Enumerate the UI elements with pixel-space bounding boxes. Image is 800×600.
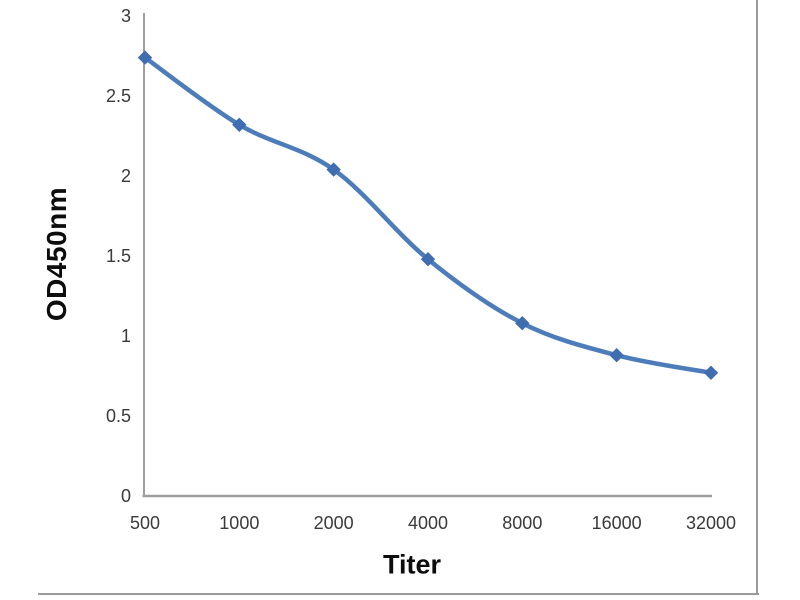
x-tick-label: 4000 [408, 513, 448, 533]
frame-border-bottom [38, 593, 759, 595]
data-point-marker [137, 50, 153, 65]
x-tick-label: 8000 [502, 513, 542, 533]
x-tick-label: 1000 [219, 513, 259, 533]
y-tick-label: 1 [121, 326, 131, 346]
y-tick-label: 1.5 [106, 246, 131, 266]
x-tick-label: 32000 [686, 513, 736, 533]
series-line [142, 55, 714, 376]
data-point-marker [609, 347, 624, 363]
data-point-marker [326, 162, 341, 177]
y-tick-label: 3 [121, 6, 131, 26]
data-point-marker [232, 117, 247, 133]
frame-border-right [756, 0, 758, 595]
x-tick-label: 16000 [592, 513, 642, 533]
y-tick-label: 2.5 [106, 86, 131, 106]
x-axis-title: Titer [382, 549, 442, 580]
x-tick-label: 2000 [314, 513, 354, 533]
y-axis-title: OD450nm [41, 186, 72, 322]
y-tick-label: 0.5 [106, 406, 131, 426]
data-point-marker [420, 251, 436, 267]
data-point-marker [515, 315, 530, 331]
y-tick-label: 0 [121, 486, 131, 506]
y-tick-label: 2 [121, 166, 131, 186]
x-tick-label: 500 [130, 513, 160, 533]
data-point-marker [703, 365, 719, 381]
